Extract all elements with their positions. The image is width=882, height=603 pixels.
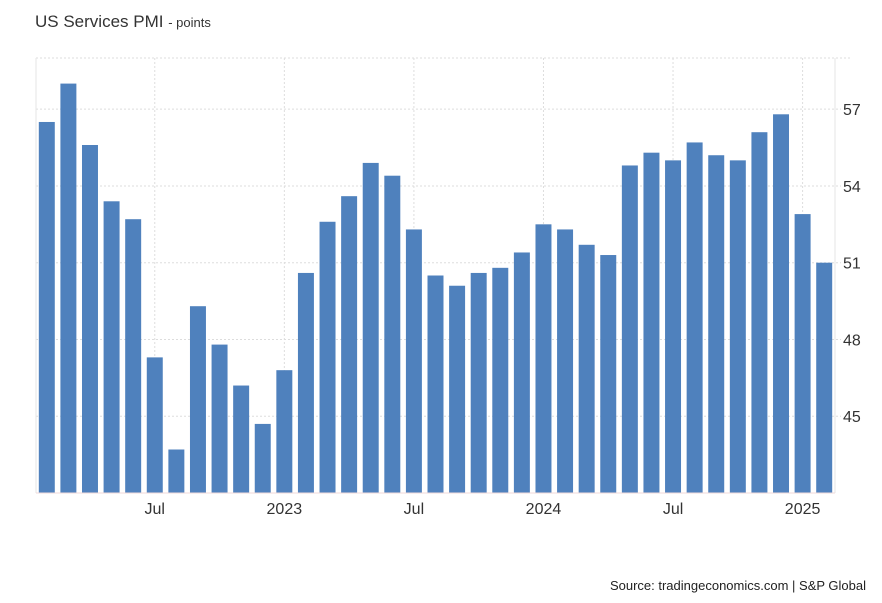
y-tick-label: 48 xyxy=(843,332,861,349)
bar-feb-2022 xyxy=(38,121,55,494)
bar-apr-2022 xyxy=(81,145,98,493)
bar-apr-2024 xyxy=(600,255,617,493)
bar-jun-2024 xyxy=(643,152,660,494)
bar-jan-2023 xyxy=(276,370,293,493)
y-tick-label: 57 xyxy=(843,102,861,119)
bar-jul-2023 xyxy=(405,229,422,494)
bar-oct-2024 xyxy=(729,160,746,493)
bar-feb-2023 xyxy=(297,272,314,493)
bar-feb-2025 xyxy=(816,262,833,493)
bar-may-2024 xyxy=(621,165,638,493)
bar-nov-2023 xyxy=(492,267,509,493)
bar-dec-2022 xyxy=(254,423,271,493)
bar-jul-2024 xyxy=(665,160,682,493)
y-tick-label: 45 xyxy=(843,409,861,426)
bar-feb-2024 xyxy=(557,229,574,494)
x-tick-label: 2025 xyxy=(785,501,821,518)
bar-sep-2024 xyxy=(708,155,725,493)
bar-nov-2024 xyxy=(751,132,768,494)
bar-mar-2022 xyxy=(60,83,77,494)
chart-unit: - points xyxy=(168,15,211,30)
bar-jul-2022 xyxy=(146,357,163,493)
bar-mar-2024 xyxy=(578,244,595,493)
chart-title-text: US Services PMI xyxy=(35,12,164,31)
bar-jan-2025 xyxy=(794,214,811,493)
x-tick-label: 2023 xyxy=(267,501,303,518)
bar-sep-2022 xyxy=(189,306,206,493)
x-tick-label: Jul xyxy=(404,501,424,518)
x-tick-label: 2024 xyxy=(526,501,562,518)
bar-aug-2024 xyxy=(686,142,703,494)
bar-apr-2023 xyxy=(341,196,358,494)
y-tick-label: 54 xyxy=(843,179,861,196)
chart-title: US Services PMI - points xyxy=(35,12,211,32)
bar-jan-2024 xyxy=(535,224,552,493)
bar-dec-2023 xyxy=(513,252,530,493)
bar-oct-2023 xyxy=(470,272,487,493)
bar-may-2022 xyxy=(103,201,120,493)
bar-jun-2022 xyxy=(125,219,142,494)
x-tick-label: Jul xyxy=(145,501,165,518)
bar-nov-2022 xyxy=(233,385,250,493)
bar-aug-2022 xyxy=(168,449,185,493)
source-note: Source: tradingeconomics.com | S&P Globa… xyxy=(609,578,866,593)
bar-oct-2022 xyxy=(211,344,228,493)
bar-aug-2023 xyxy=(427,275,444,493)
bar-dec-2024 xyxy=(773,114,790,493)
bar-mar-2023 xyxy=(319,221,336,493)
bar-sep-2023 xyxy=(449,285,466,493)
bar-may-2023 xyxy=(362,162,379,494)
y-tick-label: 51 xyxy=(843,256,861,273)
x-tick-label: Jul xyxy=(663,501,683,518)
bar-jun-2023 xyxy=(384,175,401,494)
